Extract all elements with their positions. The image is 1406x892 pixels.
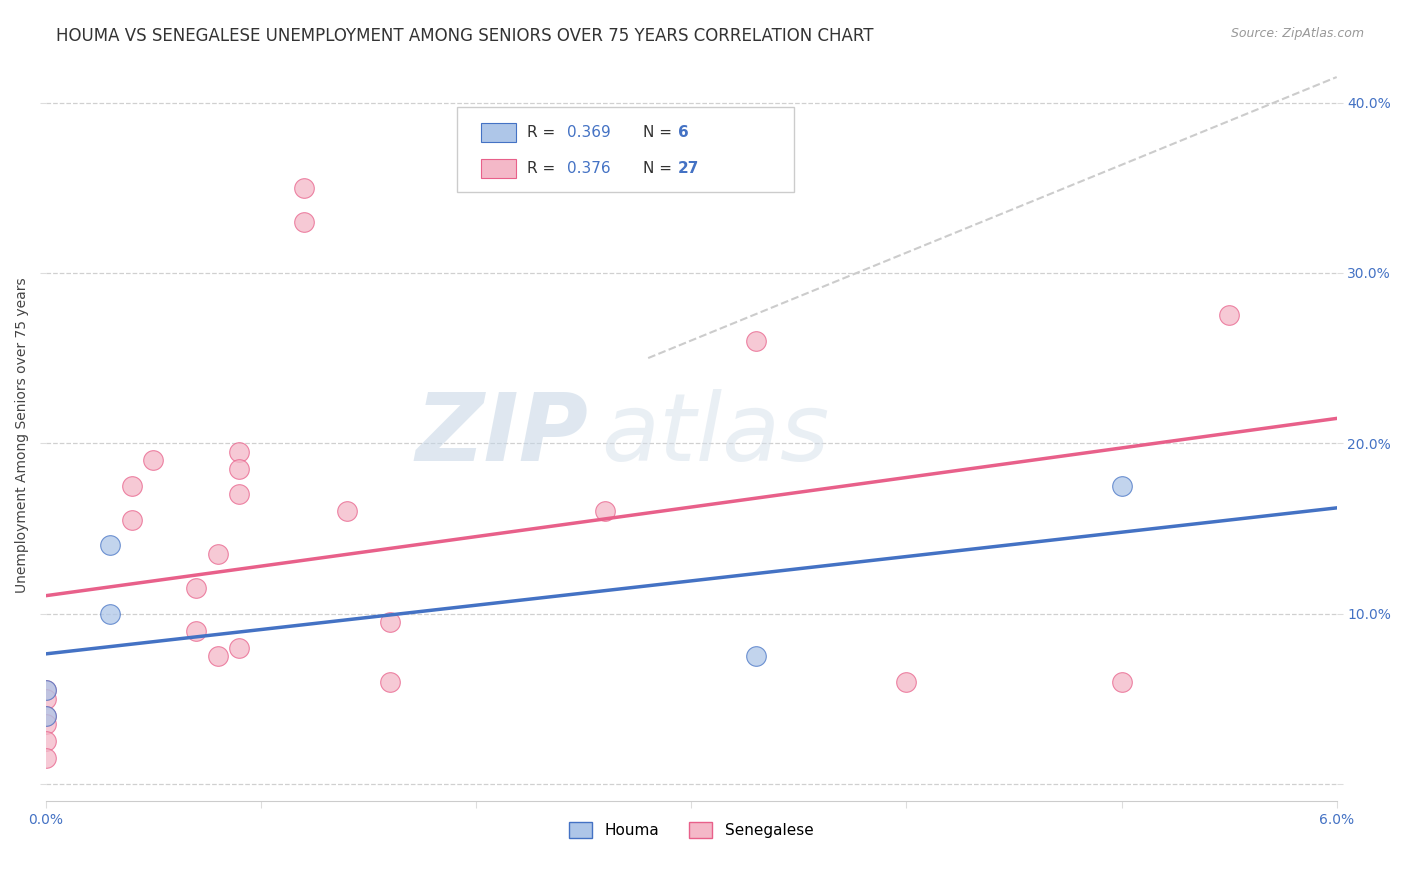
- Point: [186, 624, 208, 638]
- Point: [34, 734, 56, 748]
- Text: 0.376: 0.376: [567, 161, 610, 176]
- Text: 27: 27: [678, 161, 699, 176]
- Point: [207, 649, 229, 664]
- Point: [1111, 674, 1133, 689]
- Point: [34, 708, 56, 723]
- Point: [98, 538, 121, 552]
- Text: N =: N =: [643, 125, 676, 140]
- Point: [378, 615, 401, 629]
- Point: [228, 462, 250, 476]
- Point: [34, 683, 56, 698]
- Point: [121, 479, 143, 493]
- Legend: Houma, Senegalese: Houma, Senegalese: [562, 816, 820, 845]
- Text: atlas: atlas: [600, 389, 830, 480]
- Point: [186, 581, 208, 595]
- Point: [292, 215, 315, 229]
- Point: [745, 334, 768, 348]
- Text: HOUMA VS SENEGALESE UNEMPLOYMENT AMONG SENIORS OVER 75 YEARS CORRELATION CHART: HOUMA VS SENEGALESE UNEMPLOYMENT AMONG S…: [56, 27, 873, 45]
- Point: [34, 683, 56, 698]
- Point: [34, 708, 56, 723]
- Y-axis label: Unemployment Among Seniors over 75 years: Unemployment Among Seniors over 75 years: [15, 277, 30, 592]
- Point: [98, 607, 121, 621]
- Point: [228, 444, 250, 458]
- Point: [207, 547, 229, 561]
- Text: N =: N =: [643, 161, 676, 176]
- Point: [745, 649, 768, 664]
- Point: [1218, 309, 1240, 323]
- Text: ZIP: ZIP: [415, 389, 588, 481]
- Point: [34, 691, 56, 706]
- Point: [896, 674, 918, 689]
- Point: [121, 513, 143, 527]
- Text: 0.369: 0.369: [567, 125, 610, 140]
- Point: [378, 674, 401, 689]
- Text: Source: ZipAtlas.com: Source: ZipAtlas.com: [1230, 27, 1364, 40]
- Text: 6: 6: [678, 125, 689, 140]
- Point: [228, 640, 250, 655]
- Point: [34, 751, 56, 765]
- Point: [593, 504, 616, 518]
- Point: [292, 180, 315, 194]
- Point: [228, 487, 250, 501]
- Point: [336, 504, 359, 518]
- Point: [34, 717, 56, 731]
- Text: R =: R =: [527, 161, 561, 176]
- Point: [142, 453, 165, 467]
- Text: R =: R =: [527, 125, 561, 140]
- Point: [1111, 479, 1133, 493]
